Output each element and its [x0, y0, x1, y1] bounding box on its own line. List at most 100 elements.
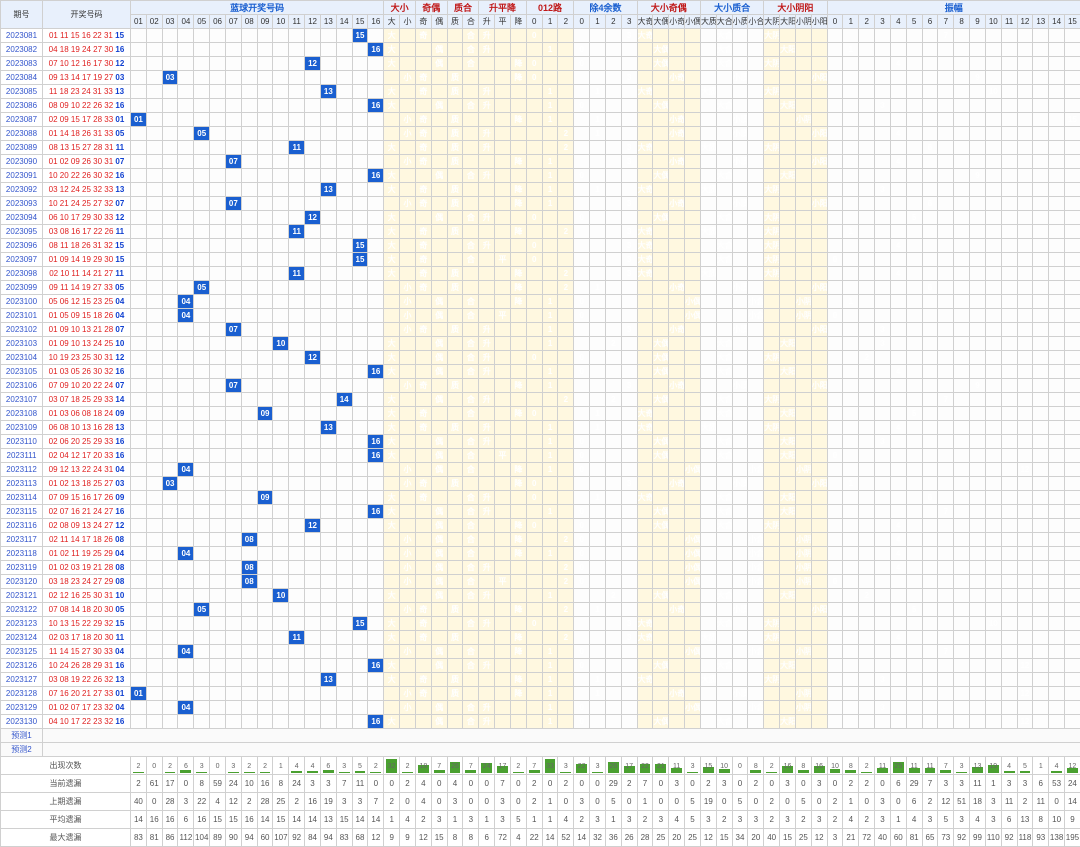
trend-cell [1033, 197, 1049, 211]
trend-cell [700, 533, 716, 547]
trend-cell [875, 169, 891, 183]
trend-cell [859, 281, 875, 295]
stat-cell: 14 [1065, 793, 1080, 811]
trend-cell [685, 43, 701, 57]
trend-cell [1065, 603, 1080, 617]
trend-cell [431, 197, 447, 211]
stat-cell: 6 [890, 775, 906, 793]
trend-cell [194, 99, 210, 113]
trend-cell [162, 631, 178, 645]
trend-cell [178, 505, 194, 519]
trend-cell [700, 155, 716, 169]
trend-cell [1017, 561, 1033, 575]
trend-cell [843, 407, 859, 421]
trend-cell [225, 169, 241, 183]
trend-cell [257, 127, 273, 141]
trend-cell [938, 211, 954, 225]
trend-cell: 大阳 [780, 505, 796, 519]
trend-cell [906, 127, 922, 141]
trend-cell: 小阳 [811, 603, 827, 617]
stat-bar-cell: 24 [479, 757, 495, 775]
codes-cell: 01 02 07 17 23 32 04 [43, 701, 131, 715]
trend-cell [162, 687, 178, 701]
trend-cell [368, 575, 384, 589]
trend-cell [843, 561, 859, 575]
trend-cell [320, 575, 336, 589]
trend-cell [368, 603, 384, 617]
trend-cell: 奇 [415, 29, 431, 43]
trend-cell [210, 589, 226, 603]
trend-cell [510, 85, 526, 99]
trend-cell [162, 127, 178, 141]
trend-cell [210, 659, 226, 673]
trend-cell [368, 701, 384, 715]
trend-cell [542, 239, 558, 253]
trend-cell [273, 463, 289, 477]
trend-cell: 小奇 [669, 113, 685, 127]
trend-cell [748, 211, 764, 225]
stat-bar-cell: 12 [1065, 757, 1080, 775]
trend-cell [574, 631, 590, 645]
trend-cell: 3 [621, 155, 637, 169]
trend-cell [605, 253, 621, 267]
trend-cell [1017, 323, 1033, 337]
trend-cell [906, 43, 922, 57]
trend-cell [463, 631, 479, 645]
trend-cell [875, 491, 891, 505]
trend-cell [257, 323, 273, 337]
trend-cell [1001, 211, 1017, 225]
trend-cell: 5 [906, 603, 922, 617]
trend-cell [970, 337, 986, 351]
trend-cell [305, 421, 321, 435]
trend-cell [305, 141, 321, 155]
trend-cell [875, 547, 891, 561]
trend-cell [716, 561, 732, 575]
trend-cell [273, 491, 289, 505]
trend-cell [558, 379, 574, 393]
trend-cell: 小合 [748, 561, 764, 575]
trend-cell [273, 351, 289, 365]
trend-cell [811, 99, 827, 113]
trend-cell [542, 71, 558, 85]
sub-header: 04 [178, 15, 194, 29]
trend-cell [225, 113, 241, 127]
trend-cell [510, 365, 526, 379]
trend-cell [732, 435, 748, 449]
trend-cell [336, 57, 352, 71]
trend-cell [843, 57, 859, 71]
stat-cell: 83 [336, 829, 352, 847]
trend-cell [590, 617, 606, 631]
trend-cell: 升 [479, 617, 495, 631]
trend-cell [954, 575, 970, 589]
trend-cell [748, 323, 764, 337]
issue-cell: 2023089 [1, 141, 43, 155]
stat-row: 出现次数202630322144635232218726724172733322… [1, 757, 1080, 775]
sub-header: 9 [970, 15, 986, 29]
trend-cell [970, 155, 986, 169]
trend-cell [970, 43, 986, 57]
trend-cell [685, 407, 701, 421]
trend-cell [859, 561, 875, 575]
trend-cell [194, 701, 210, 715]
trend-cell [1017, 71, 1033, 85]
trend-cell [780, 687, 796, 701]
trend-cell [447, 575, 463, 589]
trend-cell [1033, 239, 1049, 253]
trend-cell [225, 715, 241, 729]
trend-cell: 质 [447, 281, 463, 295]
trend-cell: 平 [495, 575, 511, 589]
trend-cell [273, 169, 289, 183]
trend-cell [194, 631, 210, 645]
trend-cell [890, 701, 906, 715]
trend-cell: 0 [574, 533, 590, 547]
trend-cell [336, 211, 352, 225]
trend-cell [653, 29, 669, 43]
trend-cell [241, 715, 257, 729]
trend-cell [479, 267, 495, 281]
trend-cell: 0 [574, 519, 590, 533]
trend-cell [827, 645, 843, 659]
trend-cell [875, 715, 891, 729]
trend-cell [1065, 211, 1080, 225]
trend-cell: 大合 [716, 29, 732, 43]
trend-cell [716, 575, 732, 589]
